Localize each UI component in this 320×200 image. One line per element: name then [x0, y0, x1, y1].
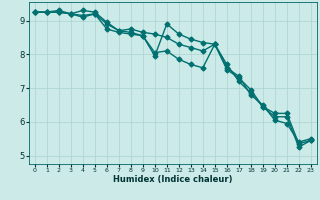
X-axis label: Humidex (Indice chaleur): Humidex (Indice chaleur): [113, 175, 233, 184]
